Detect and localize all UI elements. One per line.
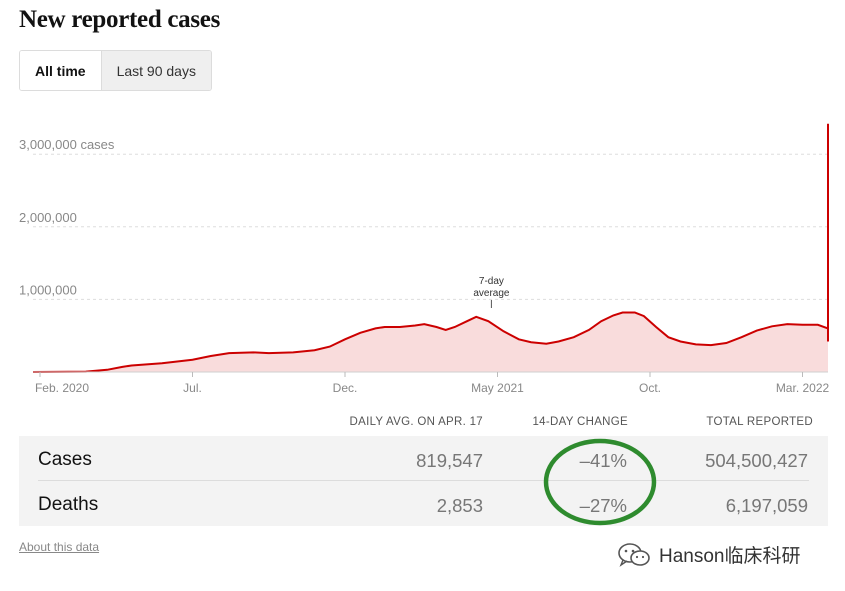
highlight-circle: [543, 438, 657, 526]
cases-row: Cases 819,547 –41% 504,500,427: [19, 436, 828, 481]
y-tick-label: 2,000,000: [19, 210, 77, 225]
cases-daily-avg: 819,547: [416, 450, 483, 471]
row-divider: [38, 480, 809, 481]
cases-total-reported: 504,500,427: [705, 450, 808, 471]
page-title: New reported cases: [19, 6, 221, 33]
x-tick-label: Mar. 2022: [776, 381, 830, 395]
deaths-total-reported: 6,197,059: [725, 495, 808, 516]
about-this-data-link[interactable]: About this data: [19, 540, 100, 554]
annotation-label: 7-day: [479, 276, 504, 287]
time-range-toggle: All time Last 90 days: [19, 50, 212, 91]
cases-line: [32, 123, 829, 373]
watermark: Hanson临床科研: [617, 541, 801, 568]
deaths-14-day-change: –27%: [579, 495, 627, 516]
x-tick-label: May 2021: [471, 381, 524, 395]
annotation-label: average: [473, 288, 510, 299]
deaths-daily-avg: 2,853: [436, 495, 483, 516]
stats-table: Cases 819,547 –41% 504,500,427 Deaths 2,…: [19, 436, 828, 526]
y-tick-label: 3,000,000 cases: [19, 137, 115, 152]
x-tick-label: Dec.: [333, 381, 358, 395]
wechat-icon: [618, 542, 650, 567]
row-label-deaths: Deaths: [38, 494, 99, 515]
x-tick-label: Feb. 2020: [35, 381, 89, 395]
all-time-button[interactable]: All time: [20, 51, 102, 90]
cases-chart: 1,000,000 2,000,000 3,000,000 cases Feb. 2…: [19, 123, 830, 395]
y-tick-label: 1,000,000: [19, 282, 77, 297]
last-90-days-button[interactable]: Last 90 days: [101, 51, 211, 90]
column-header-daily-avg: DAILY AVG. ON APR. 17: [349, 416, 483, 428]
x-tick-label: Jul.: [183, 381, 202, 395]
column-header-14-day-change: 14-DAY CHANGE: [532, 416, 628, 428]
cases-area: [33, 123, 828, 372]
x-tick-label: Oct.: [639, 381, 661, 395]
row-label-cases: Cases: [38, 449, 92, 470]
chart-grid: 1,000,000 2,000,000 3,000,000 cases: [19, 137, 828, 300]
deaths-row: Deaths 2,853 –27% 6,197,059: [19, 481, 828, 526]
watermark-text: Hanson临床科研: [659, 546, 801, 567]
column-header-total-reported: TOTAL REPORTED: [706, 416, 813, 428]
cases-14-day-change: –41%: [579, 450, 627, 471]
